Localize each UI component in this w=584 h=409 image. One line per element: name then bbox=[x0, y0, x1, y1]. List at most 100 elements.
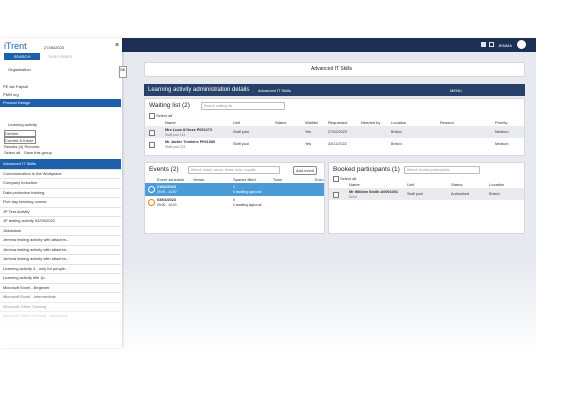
activity-item[interactable]: Learning activity title Jp bbox=[0, 273, 121, 284]
activity-item[interactable]: Jkdsksksk bbox=[0, 226, 121, 236]
person-name: Mr Jackie Tomkins P091389 bbox=[165, 140, 215, 144]
column-header[interactable]: Location bbox=[489, 182, 505, 187]
sidebar: iTrent 27/06/2023 × SEARCH TASK PANES Or… bbox=[0, 38, 122, 348]
column-header[interactable]: Status bbox=[275, 120, 287, 125]
org-item[interactable]: PE lab Payroll bbox=[3, 84, 29, 89]
tab-search[interactable]: SEARCH bbox=[4, 53, 40, 60]
activity-item[interactable]: Jemma testing activity with attachm... bbox=[0, 245, 121, 255]
section-heading[interactable]: Learning activity bbox=[8, 122, 37, 127]
checkbox[interactable] bbox=[333, 176, 339, 182]
search[interactable]: Search dates, venue, times, tutor, suppl… bbox=[188, 166, 280, 174]
activity-item[interactable]: Microsoft Office Training - advanced bbox=[0, 311, 121, 322]
column-header[interactable]: Waitlist bbox=[305, 120, 318, 125]
status: Authorised bbox=[451, 192, 470, 196]
location: Bristol bbox=[391, 130, 402, 134]
column-header[interactable]: Name bbox=[165, 120, 176, 125]
column-header[interactable]: Venue bbox=[193, 177, 205, 182]
person-sub: Staff pool 113 bbox=[165, 132, 186, 137]
activity-item[interactable]: Data protection training bbox=[0, 188, 121, 198]
column-header[interactable]: Tutor bbox=[273, 177, 283, 182]
card-title: Events (2) bbox=[149, 166, 179, 173]
activity-item[interactable]: Jemma testing activity with attachm... bbox=[0, 235, 121, 246]
waitlist: Yes bbox=[305, 130, 312, 134]
column-header[interactable]: Status bbox=[451, 182, 463, 187]
person-sub: Staff pool 223 bbox=[165, 144, 186, 149]
add-event[interactable]: Add event bbox=[293, 166, 318, 175]
column-header[interactable]: Event schedule bbox=[157, 177, 185, 182]
events: Events (2) Search dates, venue, times, t… bbox=[144, 162, 325, 234]
row-bg[interactable] bbox=[145, 183, 324, 196]
column-header[interactable]: Unit bbox=[233, 120, 241, 125]
user-name[interactable]: JEMMA bbox=[498, 42, 512, 48]
column-header[interactable]: Spaces filled bbox=[233, 177, 256, 182]
unit: Staff pool bbox=[233, 142, 249, 146]
filter-status[interactable]: Decline bbox=[4, 130, 36, 137]
column-header[interactable]: Priority bbox=[495, 120, 508, 125]
activity-item[interactable]: Microsoft Excel - Beginner bbox=[0, 283, 121, 293]
search[interactable]: Search booked participants bbox=[404, 166, 480, 174]
org-item[interactable]: PMN org bbox=[3, 92, 19, 97]
date: 27/06/2023 bbox=[44, 45, 65, 50]
person-sub: Drew bbox=[349, 194, 357, 199]
activity-item[interactable]: JP testing activity 02/09/2022 bbox=[0, 216, 121, 227]
person-name: Mr William Smith A0001001 bbox=[349, 190, 398, 194]
checkbox[interactable] bbox=[149, 142, 155, 148]
event-time: 09:00 - 16:00 bbox=[157, 203, 177, 207]
spaces: 1 bbox=[233, 185, 236, 189]
checkbox[interactable] bbox=[149, 130, 155, 136]
row-bg bbox=[145, 126, 524, 138]
waitlist: Yes bbox=[305, 142, 312, 146]
activity-item[interactable]: Advanced IT Skills bbox=[0, 159, 121, 170]
page-header: Advanced IT Skills bbox=[144, 62, 525, 77]
person-name: Mrs Luca A'Gose P091273 bbox=[165, 128, 212, 132]
booked-participants: Booked participants (1) Search booked pa… bbox=[328, 162, 525, 234]
select-all[interactable]: Select all bbox=[340, 176, 357, 181]
row-bg[interactable] bbox=[145, 196, 324, 209]
column-header[interactable]: Name bbox=[349, 182, 360, 187]
activity-item[interactable]: JP Test Activity bbox=[0, 207, 121, 217]
checkbox[interactable] bbox=[333, 192, 339, 198]
activity-item[interactable]: Microsoft Excel - Intermediate bbox=[0, 292, 121, 303]
event-time: 09:00 - 13:00 bbox=[157, 190, 177, 194]
column-header[interactable]: Requested bbox=[328, 120, 348, 125]
location: Bristol bbox=[391, 142, 402, 146]
column-header[interactable]: Needed by bbox=[361, 120, 381, 125]
section-heading[interactable]: Organisation bbox=[8, 67, 31, 72]
save-group[interactable]: Save this group bbox=[24, 150, 52, 155]
activity-item[interactable]: Learning activity 4 - only for people... bbox=[0, 264, 121, 274]
row-bg bbox=[145, 138, 524, 150]
tab-task-panes[interactable]: TASK PANES bbox=[47, 54, 73, 59]
page-title: Advanced IT Skills bbox=[311, 66, 353, 72]
activity-item[interactable]: Microsoft Office Training bbox=[0, 302, 121, 312]
column-header[interactable]: Unit bbox=[407, 182, 415, 187]
logo: iTrent bbox=[4, 41, 27, 51]
column-header[interactable]: Reason bbox=[440, 120, 454, 125]
avatar[interactable] bbox=[517, 40, 526, 49]
close[interactable]: × bbox=[115, 42, 120, 49]
filter-period[interactable]: Current & future bbox=[4, 137, 36, 144]
activity-item[interactable]: Jemma testing activity with attachm... bbox=[0, 254, 121, 265]
search[interactable]: Search waiting list bbox=[201, 102, 285, 110]
requested: 27/02/2023 bbox=[328, 130, 348, 134]
org-item[interactable]: Product Design bbox=[0, 99, 121, 107]
select-all[interactable]: Select all bbox=[4, 150, 21, 155]
column-header[interactable]: Enro bbox=[315, 177, 324, 182]
collapse-tab[interactable]: SK bbox=[119, 66, 127, 78]
select-all[interactable]: Select all bbox=[156, 113, 173, 118]
priority: Medium bbox=[495, 142, 509, 146]
status-icon bbox=[148, 186, 155, 193]
panel-subtitle: Advanced IT Skills bbox=[258, 88, 291, 93]
unit: Staff pool bbox=[233, 130, 249, 134]
activity-item[interactable]: Five day learning course bbox=[0, 197, 121, 208]
priority: Medium bbox=[495, 130, 509, 134]
column-header[interactable]: Location bbox=[391, 120, 407, 125]
activity-item[interactable]: Company induction bbox=[0, 178, 121, 189]
menu[interactable]: MENU bbox=[450, 88, 462, 93]
location: Bristol bbox=[489, 192, 500, 196]
activity-item[interactable]: Communication in the Workplace bbox=[0, 169, 121, 179]
spaces: 0 bbox=[233, 198, 236, 202]
panel-title: Learning activity administration details bbox=[148, 87, 250, 93]
icon[interactable] bbox=[481, 42, 486, 47]
checkbox[interactable] bbox=[149, 113, 155, 119]
icon[interactable] bbox=[489, 42, 494, 47]
